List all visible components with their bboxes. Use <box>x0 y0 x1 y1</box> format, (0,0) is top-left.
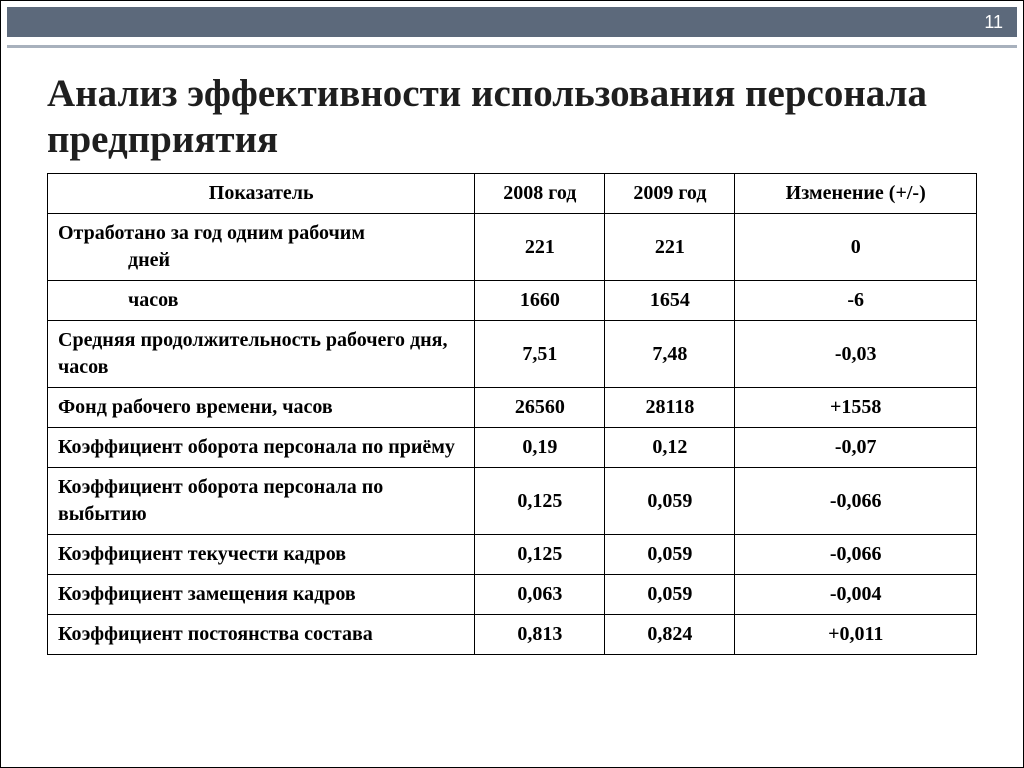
cell-change: +0,011 <box>735 615 977 655</box>
cell-2009: 0,12 <box>605 428 735 468</box>
table-row: Коэффициент оборота персонала по выбытию… <box>48 468 977 535</box>
cell-change: +1558 <box>735 388 977 428</box>
cell-2009: 0,059 <box>605 535 735 575</box>
cell-change: -0,004 <box>735 575 977 615</box>
col-indicator: Показатель <box>48 174 475 214</box>
col-2009: 2009 год <box>605 174 735 214</box>
cell-2008: 0,125 <box>475 468 605 535</box>
slide-content: Анализ эффективности использования персо… <box>47 71 977 655</box>
cell-indicator: Фонд рабочего времени, часов <box>48 388 475 428</box>
table-row: Коэффициент постоянства состава0,8130,82… <box>48 615 977 655</box>
cell-change: -0,066 <box>735 468 977 535</box>
table-row: часов16601654-6 <box>48 281 977 321</box>
table-row: Коэффициент оборота персонала по приёму0… <box>48 428 977 468</box>
slide: 11 Анализ эффективности использования пе… <box>0 0 1024 768</box>
efficiency-table: Показатель 2008 год 2009 год Изменение (… <box>47 173 977 655</box>
table-row: Фонд рабочего времени, часов2656028118+1… <box>48 388 977 428</box>
cell-change: -6 <box>735 281 977 321</box>
cell-2009: 0,059 <box>605 575 735 615</box>
cell-2008: 221 <box>475 214 605 281</box>
cell-2009: 28118 <box>605 388 735 428</box>
cell-indicator: Коэффициент замещения кадров <box>48 575 475 615</box>
col-2008: 2008 год <box>475 174 605 214</box>
table-header-row: Показатель 2008 год 2009 год Изменение (… <box>48 174 977 214</box>
table-row: Отработано за год одним рабочимдней22122… <box>48 214 977 281</box>
cell-indicator: Коэффициент текучести кадров <box>48 535 475 575</box>
cell-2008: 7,51 <box>475 321 605 388</box>
cell-indicator: Отработано за год одним рабочимдней <box>48 214 475 281</box>
cell-indicator: Коэффициент оборота персонала по выбытию <box>48 468 475 535</box>
cell-2008: 0,813 <box>475 615 605 655</box>
page-number: 11 <box>984 12 1003 33</box>
cell-change: -0,07 <box>735 428 977 468</box>
cell-change: -0,03 <box>735 321 977 388</box>
cell-2009: 7,48 <box>605 321 735 388</box>
slide-title: Анализ эффективности использования персо… <box>47 71 977 163</box>
cell-indicator: Коэффициент оборота персонала по приёму <box>48 428 475 468</box>
cell-change: -0,066 <box>735 535 977 575</box>
cell-indicator: часов <box>48 281 475 321</box>
cell-change: 0 <box>735 214 977 281</box>
table-row: Коэффициент замещения кадров0,0630,059-0… <box>48 575 977 615</box>
table-row: Средняя продолжительность рабочего дня, … <box>48 321 977 388</box>
cell-indicator: Средняя продолжительность рабочего дня, … <box>48 321 475 388</box>
cell-2008: 1660 <box>475 281 605 321</box>
cell-2008: 0,063 <box>475 575 605 615</box>
cell-2008: 0,19 <box>475 428 605 468</box>
cell-2008: 0,125 <box>475 535 605 575</box>
slide-divider <box>7 45 1017 48</box>
slide-topbar: 11 <box>7 7 1017 37</box>
cell-2009: 0,059 <box>605 468 735 535</box>
cell-2008: 26560 <box>475 388 605 428</box>
table-row: Коэффициент текучести кадров0,1250,059-0… <box>48 535 977 575</box>
cell-2009: 0,824 <box>605 615 735 655</box>
cell-2009: 1654 <box>605 281 735 321</box>
cell-indicator: Коэффициент постоянства состава <box>48 615 475 655</box>
cell-2009: 221 <box>605 214 735 281</box>
col-change: Изменение (+/-) <box>735 174 977 214</box>
